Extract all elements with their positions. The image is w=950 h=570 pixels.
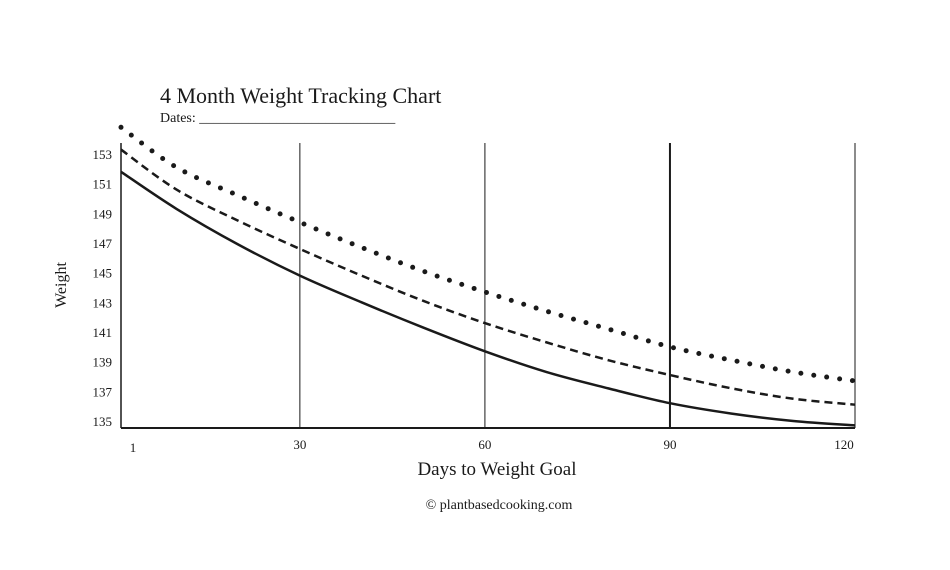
chart-title: 4 Month Weight Tracking Chart bbox=[160, 83, 441, 108]
y-tick-label-149: 149 bbox=[93, 206, 113, 221]
y-tick-label-137: 137 bbox=[93, 384, 113, 399]
y-tick-label-141: 141 bbox=[93, 325, 113, 340]
series-line-dashed bbox=[120, 148, 856, 406]
series-group bbox=[118, 124, 858, 427]
y-tick-label-147: 147 bbox=[93, 236, 113, 251]
copyright-footer: © plantbasedcooking.com bbox=[426, 498, 573, 513]
x-tick-label-1: 1 bbox=[130, 440, 137, 455]
x-tick-label-120: 120 bbox=[834, 437, 854, 452]
y-tick-labels: 135 137 139 141 143 145 147 149 151 153 bbox=[93, 147, 113, 429]
x-tick-label-60: 60 bbox=[478, 437, 491, 452]
y-tick-label-139: 139 bbox=[93, 355, 113, 370]
dates-label: Dates: ____________________________ bbox=[160, 111, 396, 126]
series-line-dotted bbox=[118, 124, 858, 384]
gridlines bbox=[299, 143, 856, 428]
y-tick-label-135: 135 bbox=[93, 414, 113, 429]
x-tick-labels: 1 30 60 90 120 bbox=[130, 437, 854, 455]
x-tick-label-30: 30 bbox=[293, 437, 306, 452]
y-tick-label-153: 153 bbox=[93, 147, 113, 162]
series-line-solid bbox=[120, 170, 856, 427]
x-axis-label: Days to Weight Goal bbox=[417, 459, 576, 480]
x-tick-label-90: 90 bbox=[663, 437, 676, 452]
axes bbox=[120, 143, 855, 429]
y-tick-label-151: 151 bbox=[93, 177, 113, 192]
y-tick-label-143: 143 bbox=[93, 295, 113, 310]
y-tick-label-145: 145 bbox=[93, 266, 113, 281]
y-axis-label: Weight bbox=[53, 262, 70, 308]
